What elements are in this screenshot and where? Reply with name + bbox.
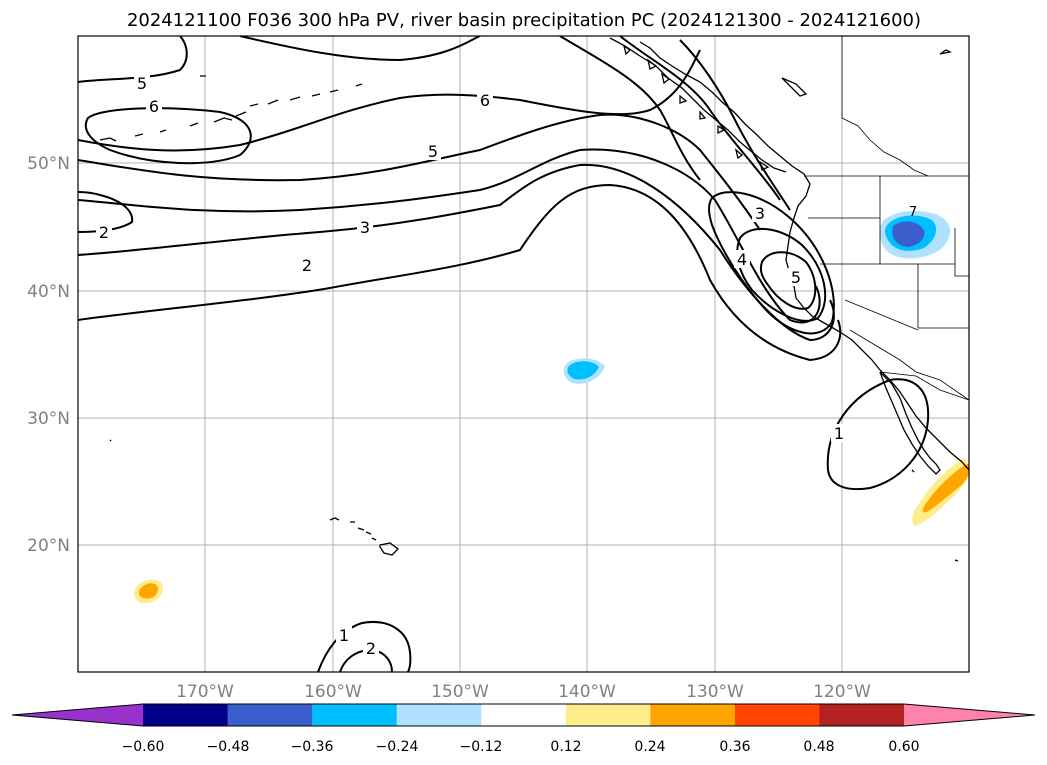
contour-label: 1 xyxy=(339,626,349,645)
colorbar-tick-label: 0.12 xyxy=(550,739,581,755)
precip-patch-pacific-mid xyxy=(567,361,599,380)
lat-label: 20°N xyxy=(27,536,70,556)
gridlines xyxy=(78,36,969,672)
border-mexico xyxy=(879,371,969,401)
colorbar-outline xyxy=(11,703,1036,727)
colorbar-tick-label: 0.48 xyxy=(803,739,834,755)
colorbar-segment xyxy=(650,704,736,726)
contour-label: 6 xyxy=(480,91,490,110)
lon-label: 120°W xyxy=(813,682,871,702)
contour-label: 6 xyxy=(149,97,159,116)
pv-contour-5-main xyxy=(78,113,761,231)
colorbar-extend-min xyxy=(12,704,143,726)
pv-contour-6-main xyxy=(78,49,701,152)
coastline-islands-alaska xyxy=(622,44,952,171)
contour-label: 3 xyxy=(755,204,765,223)
precip-patch-mexico-mid xyxy=(922,463,969,513)
political-borders xyxy=(804,36,969,401)
coastline-alaska-panhandle xyxy=(609,37,787,173)
pv-contour-inner-north xyxy=(559,36,701,181)
coastline-hawaii xyxy=(329,517,399,556)
colorbar-tick-labels: −0.60 −0.48 −0.36 −0.24 −0.12 0.12 0.24 … xyxy=(122,739,920,755)
pv-contour-coast-b xyxy=(679,39,791,211)
precip-shading xyxy=(134,210,969,604)
lon-axis-labels: 170°W 160°W 150°W 140°W 130°W 120°W xyxy=(176,682,871,702)
pv-contour-low-5 xyxy=(759,251,817,310)
lon-label: 130°W xyxy=(686,682,744,702)
colorbar-segment xyxy=(565,704,651,726)
map-background xyxy=(78,36,969,672)
contour-label: 2 xyxy=(99,223,109,242)
colorbar-segment xyxy=(143,704,229,726)
colorbar-segment xyxy=(481,704,567,726)
colorbar-segment xyxy=(734,704,820,726)
colorbar-tick-label: −0.12 xyxy=(460,739,503,755)
lon-label: 160°W xyxy=(304,682,362,702)
colorbar-tick-label: 0.36 xyxy=(719,739,750,755)
lon-label: 170°W xyxy=(176,682,234,702)
contour-label: 3 xyxy=(360,218,370,237)
coastline-small-islands xyxy=(109,439,959,562)
pv-contour-low-3 xyxy=(708,191,835,335)
coastline-baja-california xyxy=(879,371,941,475)
figure-title: 2024121100 F036 300 hPa PV, river basin … xyxy=(127,10,921,31)
border-alaska-canada xyxy=(841,36,929,177)
pv-contour-2-main xyxy=(78,183,842,362)
colorbar-tick-label: −0.48 xyxy=(207,739,250,755)
map-frame xyxy=(77,35,970,673)
pv-contour-1-hawaii-south xyxy=(317,621,412,672)
precip-patch-hawaii-west-mid xyxy=(138,583,158,599)
contour-label: 7 xyxy=(909,205,917,220)
lat-label: 30°N xyxy=(27,409,70,429)
colorbar-tick-label: −0.36 xyxy=(291,739,334,755)
colorbar-tick-label: 0.60 xyxy=(888,739,919,755)
colorbar-segment xyxy=(312,704,398,726)
colorbar-extend-max xyxy=(904,704,1035,726)
colorbar-segment xyxy=(396,704,482,726)
pv-contour-outer-north xyxy=(239,36,481,62)
coastline-aleutian-islands xyxy=(99,75,363,142)
contour-label: 5 xyxy=(791,268,801,287)
colorbar: −0.60 −0.48 −0.36 −0.24 −0.12 0.12 0.24 … xyxy=(11,703,1036,755)
contour-label: 4 xyxy=(737,250,747,269)
lat-axis-labels: 50°N 40°N 30°N 20°N xyxy=(27,154,70,556)
precip-patch-idaho-core xyxy=(892,221,925,247)
colorbar-tick-label: −0.60 xyxy=(122,739,165,755)
lon-label: 140°W xyxy=(558,682,616,702)
contour-label: 2 xyxy=(366,639,376,658)
pv-contour-3-main xyxy=(78,163,835,342)
contour-label: 1 xyxy=(834,424,844,443)
lat-label: 50°N xyxy=(27,154,70,174)
contour-label: 2 xyxy=(302,256,312,275)
border-states-west xyxy=(808,176,969,401)
pv-contour-low-4 xyxy=(736,227,827,322)
pv-contours xyxy=(78,36,930,672)
contour-labels: 5 6 6 5 2 3 2 3 4 5 1 1 2 7 xyxy=(96,74,917,658)
lon-label: 150°W xyxy=(431,682,489,702)
pv-contour-1-south xyxy=(826,378,930,490)
lat-label: 40°N xyxy=(27,282,70,302)
pv-contour-4-main xyxy=(78,148,821,324)
colorbar-tick-label: −0.24 xyxy=(376,739,419,755)
colorbar-segments xyxy=(12,704,1035,726)
pv-contour-5-loop xyxy=(78,36,188,83)
contour-label: 5 xyxy=(137,74,147,93)
colorbar-segment xyxy=(227,704,313,726)
pv-contour-coast-a xyxy=(619,36,781,201)
contour-label: 5 xyxy=(428,142,438,161)
colorbar-tick-label: 0.24 xyxy=(634,739,665,755)
map-panel: 5 6 6 5 2 3 2 3 4 5 1 1 2 7 xyxy=(77,35,970,673)
colorbar-segment xyxy=(819,704,905,726)
